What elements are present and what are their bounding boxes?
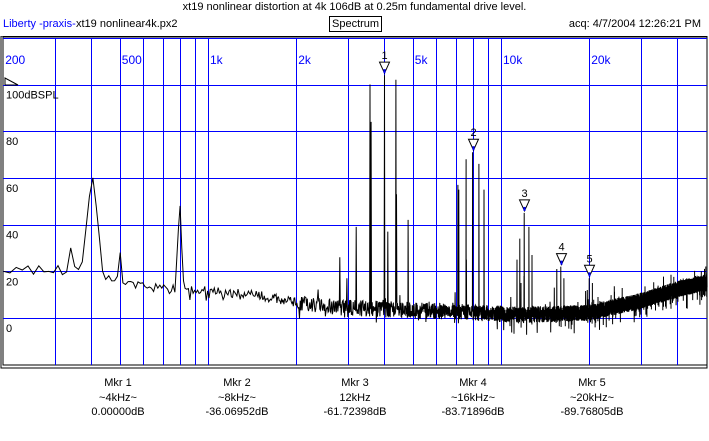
- x-tick-label: 10k: [503, 53, 523, 67]
- app-name: Liberty -praxis-: [3, 18, 76, 30]
- marker-readout-5: Mkr 5 ~20kHz~ -89.76805dB: [537, 376, 647, 420]
- marker-label: 1: [381, 50, 387, 62]
- marker-label: 2: [470, 127, 476, 139]
- x-tick-label: 5k: [415, 53, 429, 67]
- y-tick-label: 60: [6, 183, 18, 195]
- marker-4: 4: [555, 242, 568, 266]
- marker-level: -83.71896dB: [441, 406, 505, 418]
- marker-frequency: ~16kHz~: [450, 391, 496, 404]
- x-tick-label: 1k: [210, 53, 224, 67]
- marker-level: -89.76805dB: [560, 406, 624, 418]
- y-tick-label: 20: [6, 276, 18, 288]
- marker-name: Mkr 4: [459, 377, 487, 389]
- y-tick-label: 0: [6, 323, 12, 335]
- acquisition-timestamp: acq: 4/7/2004 12:26:21 PM: [568, 18, 701, 30]
- marker-readout-3: Mkr 3 12kHz -61.72398dB: [300, 376, 410, 420]
- y-tick-label: 100dBSPL: [6, 90, 59, 102]
- header-background: [0, 0, 709, 36]
- marker-3: 3: [518, 188, 531, 213]
- marker-triangle-icon: [378, 61, 391, 75]
- marker-triangle-icon: [518, 199, 531, 213]
- file-name: xt19 nonlinear4k.px2: [76, 18, 178, 30]
- marker-readout-2: Mkr 2 ~8kHz~ -36.06952dB: [182, 376, 292, 420]
- marker-5: 5: [583, 253, 596, 278]
- marker-name: Mkr 2: [223, 377, 251, 389]
- marker-level: -61.72398dB: [323, 406, 387, 418]
- marker-1: 1: [378, 50, 391, 75]
- marker-level: -36.06952dB: [205, 406, 269, 418]
- marker-2: 2: [467, 127, 480, 152]
- marker-frequency: ~8kHz~: [218, 391, 256, 404]
- marker-label: 4: [558, 242, 564, 254]
- marker-readout-4: Mkr 4 ~16kHz~ -83.71896dB: [418, 376, 528, 420]
- marker-frequency: ~20kHz~: [569, 391, 615, 404]
- marker-name: Mkr 5: [578, 377, 606, 389]
- x-tick-label: 20k: [591, 53, 611, 67]
- marker-label: 3: [521, 188, 527, 200]
- marker-name: Mkr 3: [341, 377, 369, 389]
- chart-title: xt19 nonlinear distortion at 4k 106dB at…: [182, 1, 527, 13]
- y-tick-label: 80: [6, 136, 18, 148]
- marker-frequency: 12kHz: [339, 391, 371, 404]
- marker-readout-1: Mkr 1 ~4kHz~ 0.00000dB: [63, 376, 173, 420]
- marker-frequency: ~4kHz~: [99, 391, 137, 404]
- marker-triangle-icon: [467, 138, 480, 152]
- spectrum-trace: [3, 75, 708, 335]
- marker-name: Mkr 1: [104, 377, 132, 389]
- x-tick-label: 500: [122, 53, 142, 67]
- marker-level: 0.00000dB: [91, 406, 145, 418]
- x-tick-label: 2k: [298, 53, 312, 67]
- y-tick-label: 40: [6, 230, 18, 242]
- x-tick-label: 200: [5, 53, 25, 67]
- marker-label: 5: [586, 253, 592, 265]
- marker-triangle-icon: [555, 253, 568, 266]
- reference-level-icon: [4, 77, 19, 86]
- plot-area-border: [2, 36, 708, 366]
- marker-triangle-icon: [583, 264, 596, 278]
- mode-button-spectrum[interactable]: Spectrum: [329, 16, 383, 32]
